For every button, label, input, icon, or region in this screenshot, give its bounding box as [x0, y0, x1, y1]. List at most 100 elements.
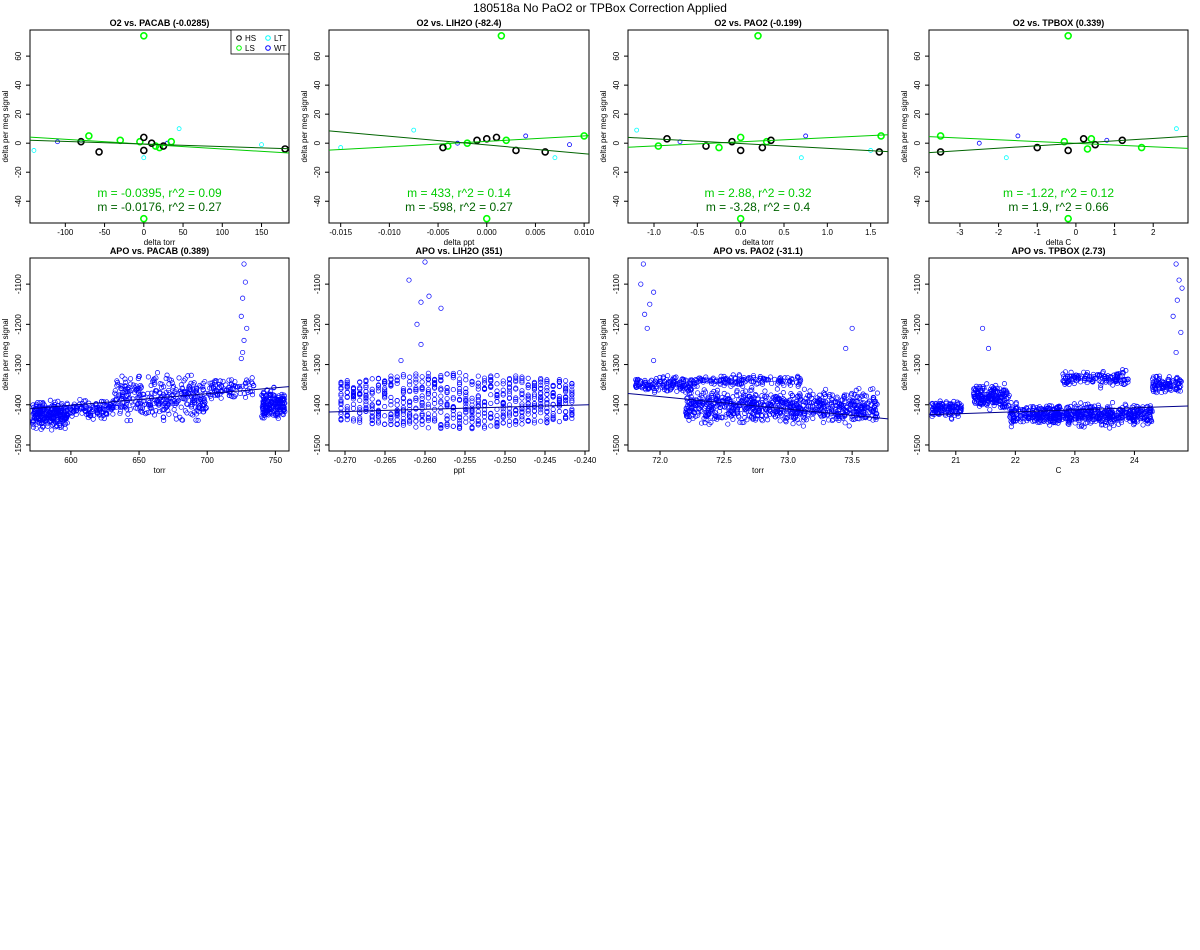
data-point [513, 375, 519, 381]
data-point [94, 406, 100, 412]
x-tick-label: -0.255 [454, 456, 477, 465]
data-point [425, 374, 431, 380]
data-point [849, 397, 856, 403]
data-point [138, 384, 144, 390]
data-point [874, 411, 880, 417]
data-point [777, 410, 783, 416]
data-point [363, 384, 369, 390]
data-point [147, 405, 153, 411]
data-point [544, 397, 550, 403]
x-tick-label: 73.0 [780, 456, 796, 465]
data-point [190, 387, 196, 393]
data-point [1173, 387, 1179, 393]
data-point-ls [482, 214, 491, 223]
y-axis-label: delta per meg signal [300, 318, 309, 390]
plot-frame [29, 29, 290, 224]
data-point [513, 377, 519, 383]
data-point [469, 413, 475, 419]
data-point [1085, 416, 1092, 423]
data-point [375, 383, 381, 389]
data-point [679, 377, 685, 383]
legend-marker [236, 35, 242, 41]
data-point [1034, 414, 1040, 420]
regression-line [30, 386, 289, 410]
data-point [765, 377, 772, 383]
regression-line [30, 136, 289, 154]
data-point [444, 421, 450, 427]
data-point [834, 394, 840, 400]
data-point [156, 409, 162, 415]
data-point [538, 375, 544, 382]
data-point [531, 382, 537, 388]
data-point [737, 419, 743, 425]
data-point [797, 378, 803, 385]
data-point [450, 394, 456, 401]
data-point [1140, 422, 1146, 428]
data-point [513, 411, 519, 417]
data-point [168, 377, 174, 383]
data-point [680, 383, 686, 389]
data-point [1009, 406, 1015, 412]
data-point [870, 386, 876, 392]
data-point [238, 355, 244, 362]
data-point [991, 402, 997, 409]
data-point [840, 415, 846, 421]
data-point [233, 383, 239, 389]
data-point [363, 398, 369, 405]
data-point [432, 400, 438, 406]
data-point [979, 402, 985, 408]
data-point [31, 406, 37, 413]
data-point [500, 412, 506, 418]
data-point-ls [936, 132, 945, 140]
data-point [1098, 379, 1104, 385]
data-point [864, 400, 870, 406]
data-point [432, 376, 438, 383]
data-point [363, 392, 369, 398]
data-point [481, 425, 488, 431]
data-point [763, 395, 769, 401]
data-point [844, 405, 850, 411]
data-point [191, 395, 198, 401]
data-point [1078, 423, 1084, 429]
data-point [871, 410, 877, 416]
data-point [419, 399, 425, 406]
data-point [769, 380, 775, 387]
data-point [703, 374, 709, 380]
data-point [38, 426, 44, 432]
data-point [653, 385, 659, 392]
data-point [814, 399, 820, 405]
data-point [1049, 406, 1055, 412]
data-point [406, 277, 412, 283]
data-point [688, 390, 694, 396]
legend: HS LT LS WT [230, 29, 290, 55]
data-point [463, 377, 469, 383]
data-point [943, 412, 949, 418]
data-point [494, 373, 500, 379]
data-point [488, 392, 494, 398]
data-point [513, 418, 519, 424]
panel-title: APO vs. LIH2O (351) [415, 246, 502, 256]
plot-frame [928, 257, 1189, 452]
data-point [500, 400, 506, 406]
panel-7: APO vs. PAO2 (-31.1) 72.0 72.5 73.0 73.5 -150… [599, 246, 889, 475]
data-point [117, 410, 123, 417]
data-point [369, 417, 375, 423]
data-point [971, 386, 977, 392]
y-tick-label: -1500 [313, 434, 322, 455]
data-point [69, 410, 75, 416]
data-point [281, 404, 287, 410]
data-point [34, 415, 40, 421]
data-point [39, 421, 45, 427]
data-point [148, 405, 154, 411]
data-point [469, 424, 475, 430]
data-point [754, 381, 760, 387]
data-point [344, 403, 350, 410]
data-point [481, 407, 488, 413]
data-point [1078, 400, 1084, 406]
x-tick-label: 21 [951, 456, 960, 465]
y-tick-label: -1200 [313, 314, 322, 335]
data-point [425, 389, 431, 395]
data-point [1041, 416, 1047, 422]
data-point [695, 410, 702, 416]
data-point [739, 377, 745, 384]
